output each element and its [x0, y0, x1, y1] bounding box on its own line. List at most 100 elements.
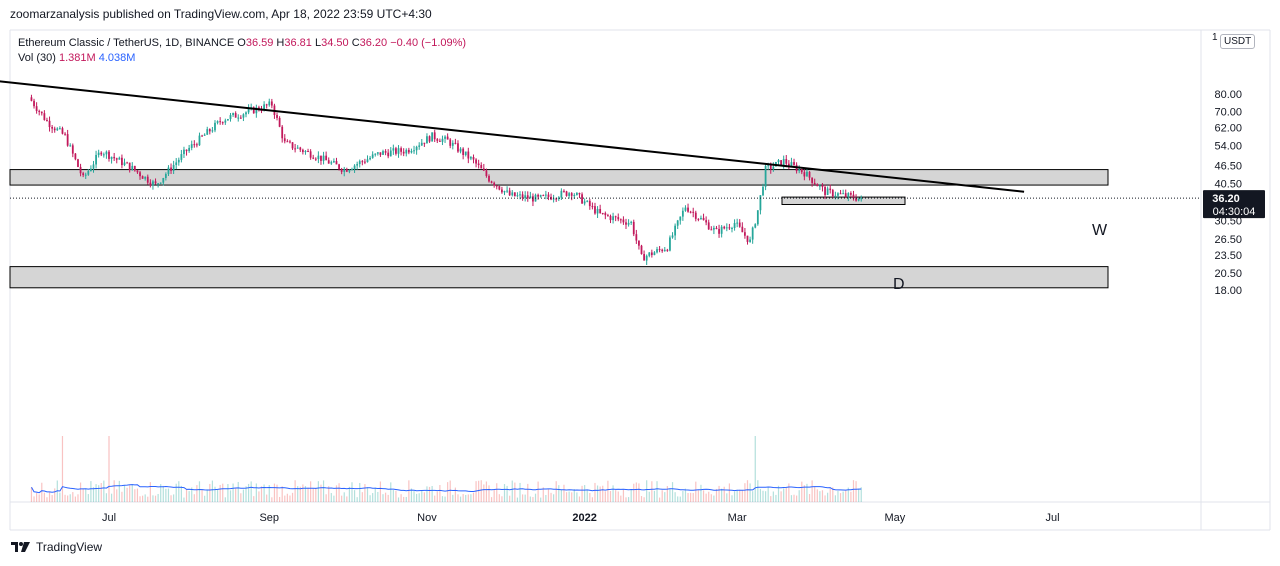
candle-body: [227, 119, 229, 121]
candle-body: [741, 226, 744, 233]
volume-bar: [216, 489, 219, 502]
volume-bar: [428, 486, 431, 502]
candle-body: [177, 159, 180, 163]
volume-bar: [144, 494, 146, 502]
candle-body: [715, 227, 718, 229]
volume-bar: [180, 485, 182, 502]
volume-bar: [64, 494, 66, 502]
volume-bar: [387, 494, 389, 502]
volume-bar: [201, 489, 203, 502]
candle-body: [219, 121, 222, 123]
candle-body: [185, 149, 188, 152]
volume-bar: [255, 483, 257, 502]
tradingview-logo[interactable]: TradingView: [10, 540, 102, 554]
candle-body: [330, 162, 333, 164]
candle-body: [472, 157, 475, 160]
volume-bar: [310, 481, 312, 502]
volume-bar: [43, 492, 45, 502]
candle-body: [136, 170, 139, 173]
candle-body: [66, 134, 69, 146]
candle-body: [327, 160, 330, 164]
volume-bar: [630, 490, 632, 502]
candle-body: [498, 186, 501, 190]
candle-body: [782, 158, 785, 166]
candle-body: [278, 117, 281, 127]
volume-bar: [770, 496, 772, 502]
candle-body: [146, 176, 149, 183]
volume-bar: [602, 485, 604, 502]
volume-bar: [403, 496, 405, 502]
candle-body: [325, 155, 328, 161]
annotation-d: D: [893, 276, 905, 293]
volume-bar: [780, 491, 782, 502]
candle-body: [139, 172, 141, 177]
candle-body: [281, 126, 284, 139]
candle-body: [857, 198, 860, 201]
currency-button[interactable]: USDT: [1220, 34, 1256, 49]
time-tick-label: Mar: [728, 512, 747, 524]
volume-bar: [633, 483, 635, 502]
candle-body: [617, 217, 620, 220]
candle-body: [570, 193, 573, 196]
candle-body: [283, 138, 286, 142]
candle-body: [317, 155, 320, 160]
volume-bar: [586, 489, 588, 502]
candle-body: [736, 222, 739, 224]
candle-body: [560, 190, 563, 198]
volume-bar: [297, 486, 299, 502]
volume-bar: [550, 492, 552, 502]
candle-body: [744, 232, 746, 236]
volume-bar: [449, 480, 451, 502]
candle-body: [625, 222, 627, 225]
time-tick-label: Nov: [417, 512, 437, 524]
volume-bar: [154, 495, 157, 502]
volume-bar: [134, 489, 136, 502]
candle-body: [229, 115, 232, 120]
brand-name: TradingView: [36, 540, 103, 554]
volume-bar: [568, 491, 570, 502]
volume-bar: [529, 496, 531, 502]
price-tick-label: 46.50: [1214, 160, 1242, 172]
candle-body: [632, 221, 635, 235]
volume-bar: [819, 491, 821, 502]
candle-body: [764, 165, 767, 187]
volume-bar: [291, 492, 294, 502]
volume-bar: [560, 489, 562, 502]
volume-bar: [723, 486, 725, 502]
candle-body: [596, 208, 599, 214]
volume-bar: [38, 494, 40, 502]
volume-bar: [118, 480, 120, 502]
price-tick-label: 62.00: [1214, 122, 1242, 134]
candle-body: [459, 148, 462, 152]
candle-body: [214, 122, 216, 131]
volume-bar: [245, 486, 247, 502]
volume-bar: [589, 492, 591, 502]
volume-bar: [682, 491, 684, 502]
volume-bar: [284, 495, 286, 502]
candle-body: [529, 196, 532, 199]
volume-bar: [516, 497, 519, 502]
candle-body: [252, 107, 255, 114]
volume-bar: [715, 488, 718, 502]
candle-body: [426, 136, 428, 144]
volume-bar: [279, 496, 281, 502]
volume-bar: [410, 488, 413, 502]
candle-body: [710, 229, 713, 231]
candle-body: [837, 193, 839, 196]
symbol-label[interactable]: Ethereum Classic / TetherUS, 1D, BINANCE: [18, 37, 235, 49]
volume-bar: [454, 487, 456, 502]
volume-bar: [721, 488, 723, 502]
candle-body: [609, 215, 612, 221]
volume-bar: [674, 492, 676, 502]
volume-bar: [384, 492, 387, 502]
low-value: 34.50: [321, 37, 349, 49]
candle-body: [239, 117, 242, 119]
candle-body: [410, 150, 413, 153]
volume-label[interactable]: Vol (30): [18, 52, 56, 64]
volume-bar: [578, 496, 581, 502]
volume-bar: [690, 492, 692, 502]
candle-body: [384, 151, 387, 153]
candle-body: [612, 216, 614, 221]
candle-body: [162, 177, 165, 183]
